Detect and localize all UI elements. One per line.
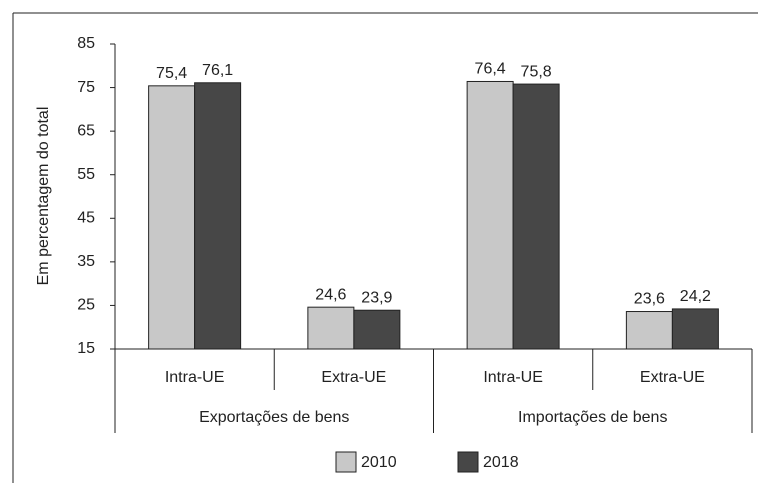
bar	[466, 80, 514, 350]
x-tick-label: Extra-UE	[321, 369, 386, 386]
bar	[625, 311, 673, 350]
y-tick-label: 85	[77, 35, 95, 52]
value-label: 23,9	[361, 289, 392, 306]
legend-swatch	[335, 451, 357, 473]
value-label: 75,8	[521, 63, 552, 80]
value-label: 75,4	[156, 65, 187, 82]
value-label: 24,2	[680, 288, 711, 305]
legend-label: 2018	[483, 454, 519, 471]
bar	[194, 82, 242, 350]
y-tick-label: 75	[77, 79, 95, 96]
value-label: 76,1	[202, 62, 233, 79]
bar	[353, 309, 401, 350]
y-tick-label: 35	[77, 253, 95, 270]
legend-swatch	[457, 451, 479, 473]
value-label: 23,6	[634, 291, 665, 308]
value-label: 24,6	[315, 286, 346, 303]
bar	[512, 83, 560, 350]
y-tick-label: 25	[77, 297, 95, 314]
y-tick-label: 65	[77, 122, 95, 139]
y-tick-label: 15	[77, 340, 95, 357]
y-tick-label: 45	[77, 210, 95, 227]
bar	[148, 85, 196, 350]
bar	[671, 308, 719, 350]
y-tick-label: 55	[77, 166, 95, 183]
x-tick-label: Intra-UE	[165, 369, 225, 386]
x-tick-label: Extra-UE	[640, 369, 705, 386]
value-label: 76,4	[475, 61, 506, 78]
y-axis-label: Em percentagem do total	[35, 107, 52, 286]
bar	[307, 306, 355, 350]
legend-label: 2010	[361, 454, 397, 471]
group-label: Exportações de bens	[199, 409, 349, 426]
group-label: Importações de bens	[518, 409, 667, 426]
x-tick-label: Intra-UE	[483, 369, 543, 386]
